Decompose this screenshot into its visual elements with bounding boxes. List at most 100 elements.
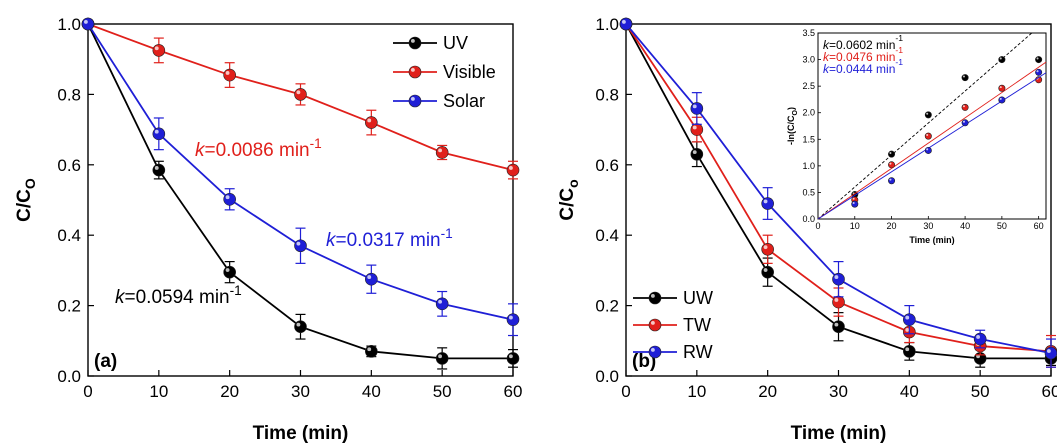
- inset-y-tick-label: 3.5: [802, 28, 815, 38]
- fit-line: [817, 32, 1033, 220]
- inset-series: [817, 68, 1047, 220]
- marker-highlight: [410, 67, 415, 72]
- marker-body: [365, 272, 378, 286]
- marker-body: [888, 177, 896, 185]
- k-unit-exponent: -1: [310, 136, 322, 151]
- marker-highlight: [296, 90, 301, 95]
- marker-highlight: [83, 19, 88, 24]
- data-marker: [832, 320, 845, 334]
- marker-body: [1035, 56, 1043, 64]
- marker-highlight: [999, 97, 1002, 100]
- marker-body: [924, 146, 932, 154]
- panel-label: (b): [632, 351, 656, 372]
- inset-y-tick-label: 1.5: [802, 134, 815, 144]
- data-marker: [223, 265, 236, 279]
- marker-body: [506, 163, 520, 177]
- inset-frame: [817, 32, 1047, 220]
- data-marker: [903, 313, 916, 326]
- marker-body: [619, 17, 633, 31]
- marker-body: [973, 332, 987, 346]
- marker-highlight: [508, 315, 513, 320]
- fit-line: [817, 61, 1047, 220]
- y-tick-label: 0.2: [57, 297, 81, 316]
- marker-body: [888, 161, 896, 169]
- data-marker: [506, 313, 520, 326]
- marker-body: [961, 74, 969, 82]
- data-marker: [1035, 68, 1043, 76]
- legend-label: UW: [683, 288, 713, 308]
- y-axis-label-main: C/C: [557, 188, 578, 221]
- marker-body: [506, 313, 520, 326]
- marker-highlight: [962, 120, 966, 123]
- marker-highlight: [692, 125, 697, 130]
- marker-body: [998, 56, 1006, 64]
- data-marker: [365, 345, 378, 358]
- marker-highlight: [834, 298, 839, 302]
- inset-y-label-subscript: O: [792, 109, 799, 115]
- marker-body: [365, 116, 378, 129]
- x-tick-label: 40: [362, 382, 381, 401]
- data-marker: [294, 239, 307, 253]
- marker-highlight: [1046, 349, 1051, 353]
- data-marker: [924, 146, 932, 154]
- marker-body: [152, 44, 166, 57]
- data-marker: [294, 320, 307, 334]
- marker-body: [1035, 68, 1043, 76]
- marker-body: [223, 265, 236, 279]
- data-marker: [832, 295, 845, 309]
- marker-highlight: [763, 268, 768, 272]
- marker-highlight: [834, 322, 839, 327]
- marker-highlight: [410, 38, 415, 43]
- data-marker: [408, 36, 422, 50]
- marker-body: [294, 88, 307, 101]
- inset-y-tick-label: 0.5: [802, 187, 815, 197]
- inset-y-tick-label: 3.0: [802, 55, 815, 65]
- inset-series: [817, 61, 1047, 220]
- data-marker: [690, 147, 704, 161]
- marker-highlight: [438, 299, 442, 304]
- marker-highlight: [367, 347, 372, 352]
- data-marker: [961, 119, 969, 127]
- k-symbol: k: [823, 62, 830, 76]
- marker-highlight: [834, 275, 839, 280]
- marker-highlight: [154, 46, 159, 51]
- marker-highlight: [852, 201, 855, 205]
- data-marker: [961, 103, 969, 111]
- x-tick-label: 0: [83, 382, 92, 401]
- legend: UV Visible Solar: [393, 33, 496, 111]
- x-tick-label: 10: [687, 382, 706, 401]
- data-marker: [851, 200, 859, 208]
- marker-highlight: [905, 327, 910, 332]
- x-tick-label: 30: [829, 382, 848, 401]
- marker-highlight: [976, 335, 980, 339]
- data-marker: [888, 177, 896, 185]
- legend-label: UV: [443, 33, 468, 53]
- y-tick-label: 0.0: [595, 367, 619, 386]
- marker-body: [294, 320, 307, 334]
- marker-highlight: [1036, 70, 1039, 73]
- x-axis-label: Time (min): [791, 423, 887, 444]
- x-axis-label: Time (min): [253, 423, 349, 444]
- x-tick-label: 10: [149, 382, 168, 401]
- data-marker: [408, 94, 422, 108]
- marker-body: [690, 147, 704, 161]
- marker-body: [648, 345, 662, 359]
- inset-x-tick-label: 10: [850, 221, 860, 231]
- marker-body: [408, 36, 422, 50]
- marker-highlight: [905, 347, 910, 352]
- k-value: =0.0317 min: [336, 230, 441, 251]
- marker-highlight: [692, 150, 697, 155]
- marker-highlight: [225, 195, 230, 200]
- data-marker: [152, 44, 166, 57]
- data-marker: [903, 345, 916, 358]
- marker-body: [761, 242, 774, 256]
- k-symbol: k: [115, 287, 126, 308]
- marker-highlight: [926, 133, 929, 137]
- k-unit-exponent: -1: [895, 57, 903, 67]
- inset-x-tick-label: 50: [997, 221, 1007, 231]
- y-tick-label: 0.4: [57, 226, 81, 245]
- y-axis-label: C/CO: [14, 178, 38, 222]
- marker-body: [408, 94, 422, 108]
- rate-constant-annotation: k=0.0594 min-1: [115, 283, 242, 308]
- inset-x-tick-label: 60: [1034, 221, 1044, 231]
